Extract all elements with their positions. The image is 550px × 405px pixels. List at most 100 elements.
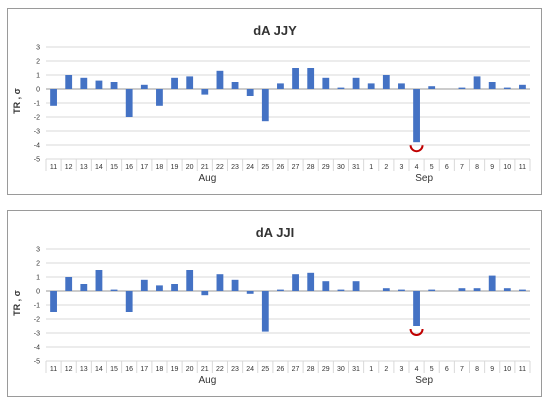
x-tick-label: 15 [110,164,118,171]
bar [246,291,254,294]
bar [398,289,405,291]
x-tick-label: 3 [399,366,403,373]
x-tick-label: 28 [307,164,315,171]
anomaly-marker [409,145,424,153]
x-tick-label: 17 [140,164,148,171]
x-tick-label: 26 [277,366,285,373]
y-axis-label: TR , σ [12,88,22,114]
bar [488,82,496,89]
x-tick-label: 9 [490,164,494,171]
chart-title: dA JJI [256,225,295,240]
bar [95,270,103,291]
bar [292,274,299,291]
x-tick-label: 2 [384,164,388,171]
y-tick-label: -4 [34,345,40,352]
x-tick-label: 11 [519,366,526,373]
x-tick-label: 4 [415,164,419,171]
x-tick-label: 6 [445,366,449,373]
x-tick-label: 13 [80,164,88,171]
x-tick-label: 11 [50,164,57,171]
y-tick-label: -2 [34,317,40,324]
bar [140,279,148,291]
x-tick-label: 5 [430,366,434,373]
bar [95,80,103,89]
x-tick-label: 31 [352,164,360,171]
y-tick-label: -3 [34,129,40,136]
x-tick-label: 30 [337,164,345,171]
bar [80,77,88,89]
month-label-aug: Aug [198,375,216,386]
bar [277,289,284,291]
x-tick-label: 29 [322,366,330,373]
bar [171,77,178,89]
chart-panel-top: dA JJY TR , σ 3 2 1 0 -1 -2 -3 -4 -5 11 12 13 14 15 16… [7,8,542,195]
y-tick-label: 3 [36,45,40,52]
x-tick-label: 10 [503,164,511,171]
bar [125,89,133,117]
x-tick-label: 14 [95,366,103,373]
bar [261,89,269,122]
y-tick-label: -5 [34,157,40,164]
x-tick-label: 23 [231,366,239,373]
x-tick-label: 9 [490,366,494,373]
bar [277,83,284,89]
bar [337,87,345,89]
x-tick-label: 19 [171,164,179,171]
x-tick-label: 25 [261,366,269,373]
bar [216,274,224,291]
bar [231,82,239,89]
bar [50,291,57,312]
x-tick-label: 12 [65,164,73,171]
x-tick-label: 27 [292,164,300,171]
y-tick-label: -3 [34,331,40,338]
bar [458,87,466,89]
bar [473,288,481,291]
bar [519,84,526,89]
month-label-sep: Sep [415,173,433,184]
bar [80,284,88,291]
y-tick-label: -2 [34,115,40,122]
bar [473,76,481,89]
bar [186,270,194,291]
x-tick-label: 2 [384,366,388,373]
x-tick-label: 1 [369,164,373,171]
bar [156,89,163,106]
x-tick-label: 27 [292,366,300,373]
bar [382,75,390,89]
month-label-sep: Sep [415,375,433,386]
x-tick-label: 11 [519,164,526,171]
bar [201,291,209,296]
y-axis-label: TR , σ [12,290,22,316]
x-tick-label: 4 [415,366,419,373]
x-tick-label: 17 [140,366,148,373]
x-tick-label: 24 [246,164,254,171]
bar [110,82,118,89]
x-tick-label: 8 [475,164,479,171]
bar [337,289,345,291]
x-tick-label: 20 [186,164,194,171]
x-tick-label: 21 [201,164,209,171]
x-tick-label: 10 [503,366,511,373]
x-tick-label: 8 [475,366,479,373]
bar [307,272,315,291]
y-tick-label: 3 [36,247,40,254]
bar [125,291,133,312]
x-tick-label: 28 [307,366,315,373]
x-tick-label: 26 [277,164,285,171]
x-tick-label: 29 [322,164,330,171]
x-tick-label: 1 [369,366,373,373]
y-tick-label: -1 [34,101,40,108]
bar [186,76,194,89]
bar [307,68,315,89]
bar [322,77,330,89]
bar [428,86,436,89]
bar [488,275,496,291]
bar [65,277,73,291]
bar [156,285,163,291]
bar [428,289,436,291]
x-tick-label: 20 [186,366,194,373]
x-tick-label: 23 [231,164,239,171]
anomaly-marker [409,328,424,336]
x-tick-label: 7 [460,366,464,373]
